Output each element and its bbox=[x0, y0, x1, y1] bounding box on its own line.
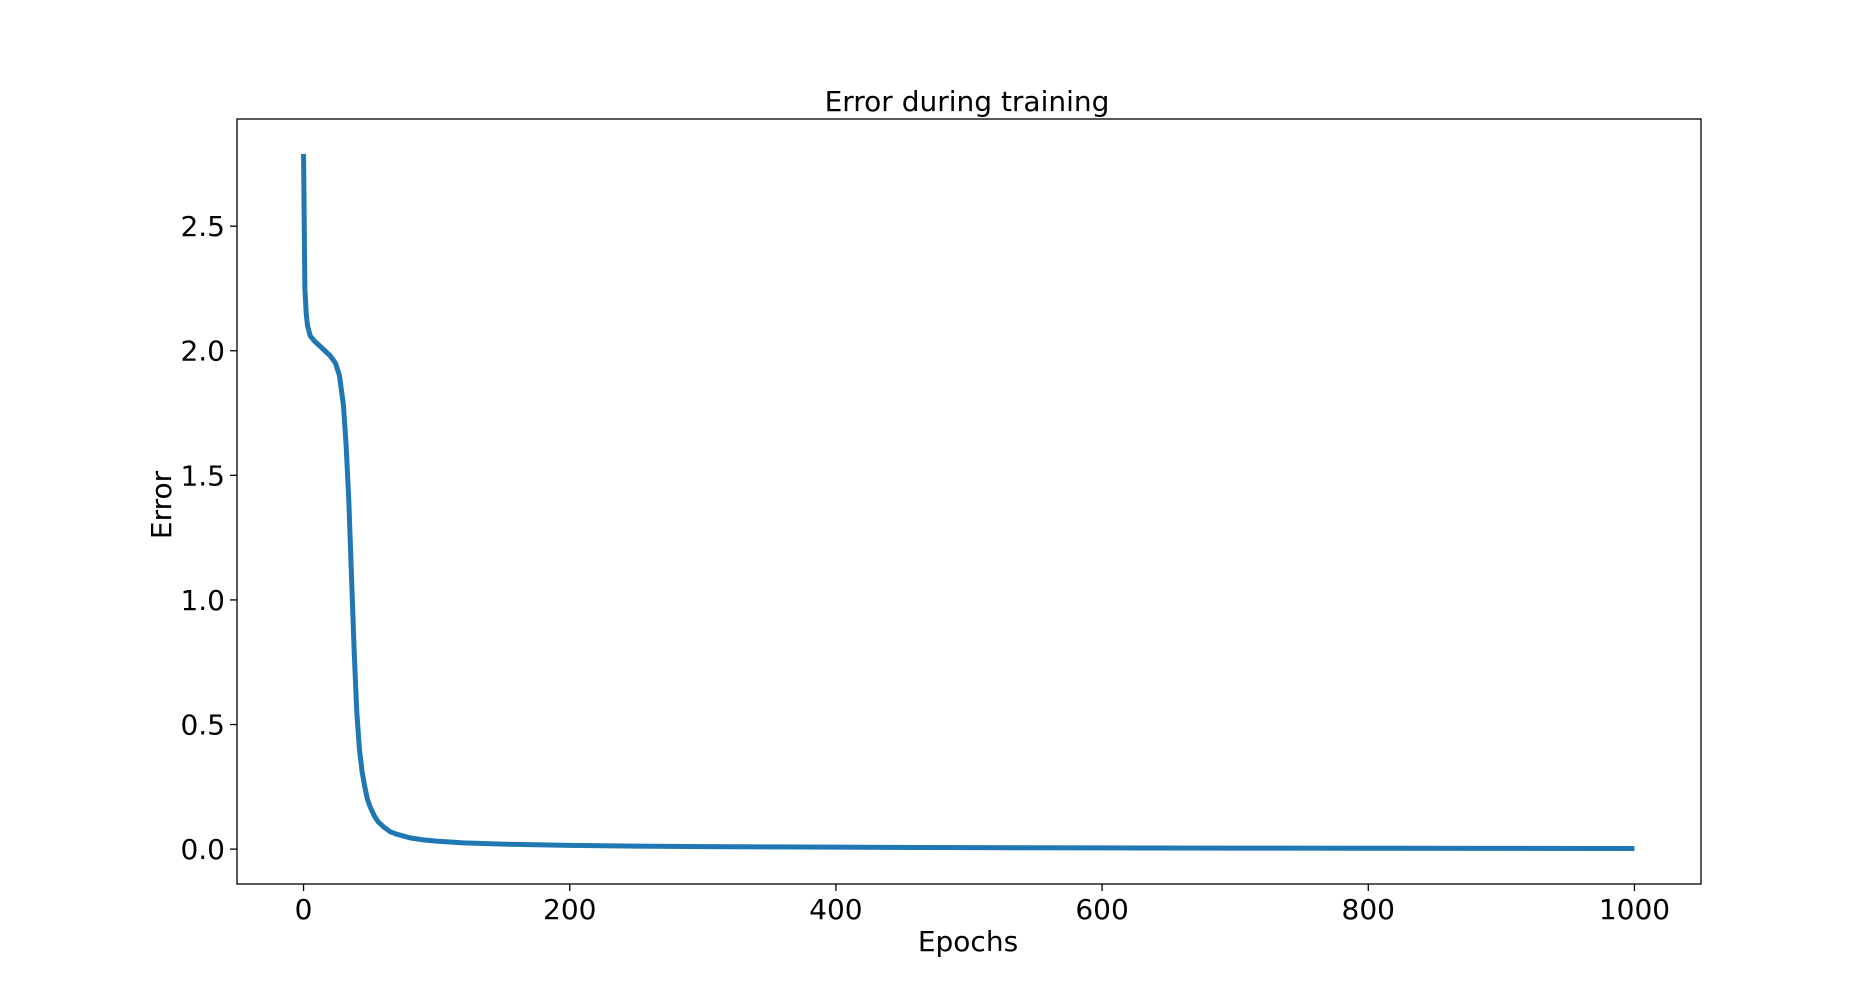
axes-frame bbox=[236, 118, 1702, 885]
y-tick-label: 1.0 bbox=[180, 584, 225, 617]
y-tick-label: 2.0 bbox=[180, 335, 225, 368]
x-tick-label: 600 bbox=[1075, 893, 1128, 926]
error-series-line bbox=[301, 153, 1635, 851]
x-tick-label: 400 bbox=[809, 893, 862, 926]
y-tick-label: 1.5 bbox=[180, 459, 225, 492]
y-tick-label: 0.5 bbox=[180, 709, 225, 742]
x-tick-label: 200 bbox=[543, 893, 596, 926]
y-axis-label: Error bbox=[145, 470, 178, 539]
x-axis-ticks: 0 200 400 600 800 1000 bbox=[295, 884, 1670, 926]
plot-area bbox=[301, 153, 1635, 851]
y-tick-label: 0.0 bbox=[180, 833, 225, 866]
y-axis-ticks: 0.0 0.5 1.0 1.5 2.0 2.5 bbox=[180, 210, 237, 866]
x-tick-label: 1000 bbox=[1599, 893, 1670, 926]
y-tick-label: 2.5 bbox=[180, 210, 225, 243]
x-tick-label: 800 bbox=[1342, 893, 1395, 926]
chart-title: Error during training bbox=[825, 85, 1110, 118]
x-tick-label: 0 bbox=[295, 893, 313, 926]
x-axis-label: Epochs bbox=[918, 925, 1018, 958]
